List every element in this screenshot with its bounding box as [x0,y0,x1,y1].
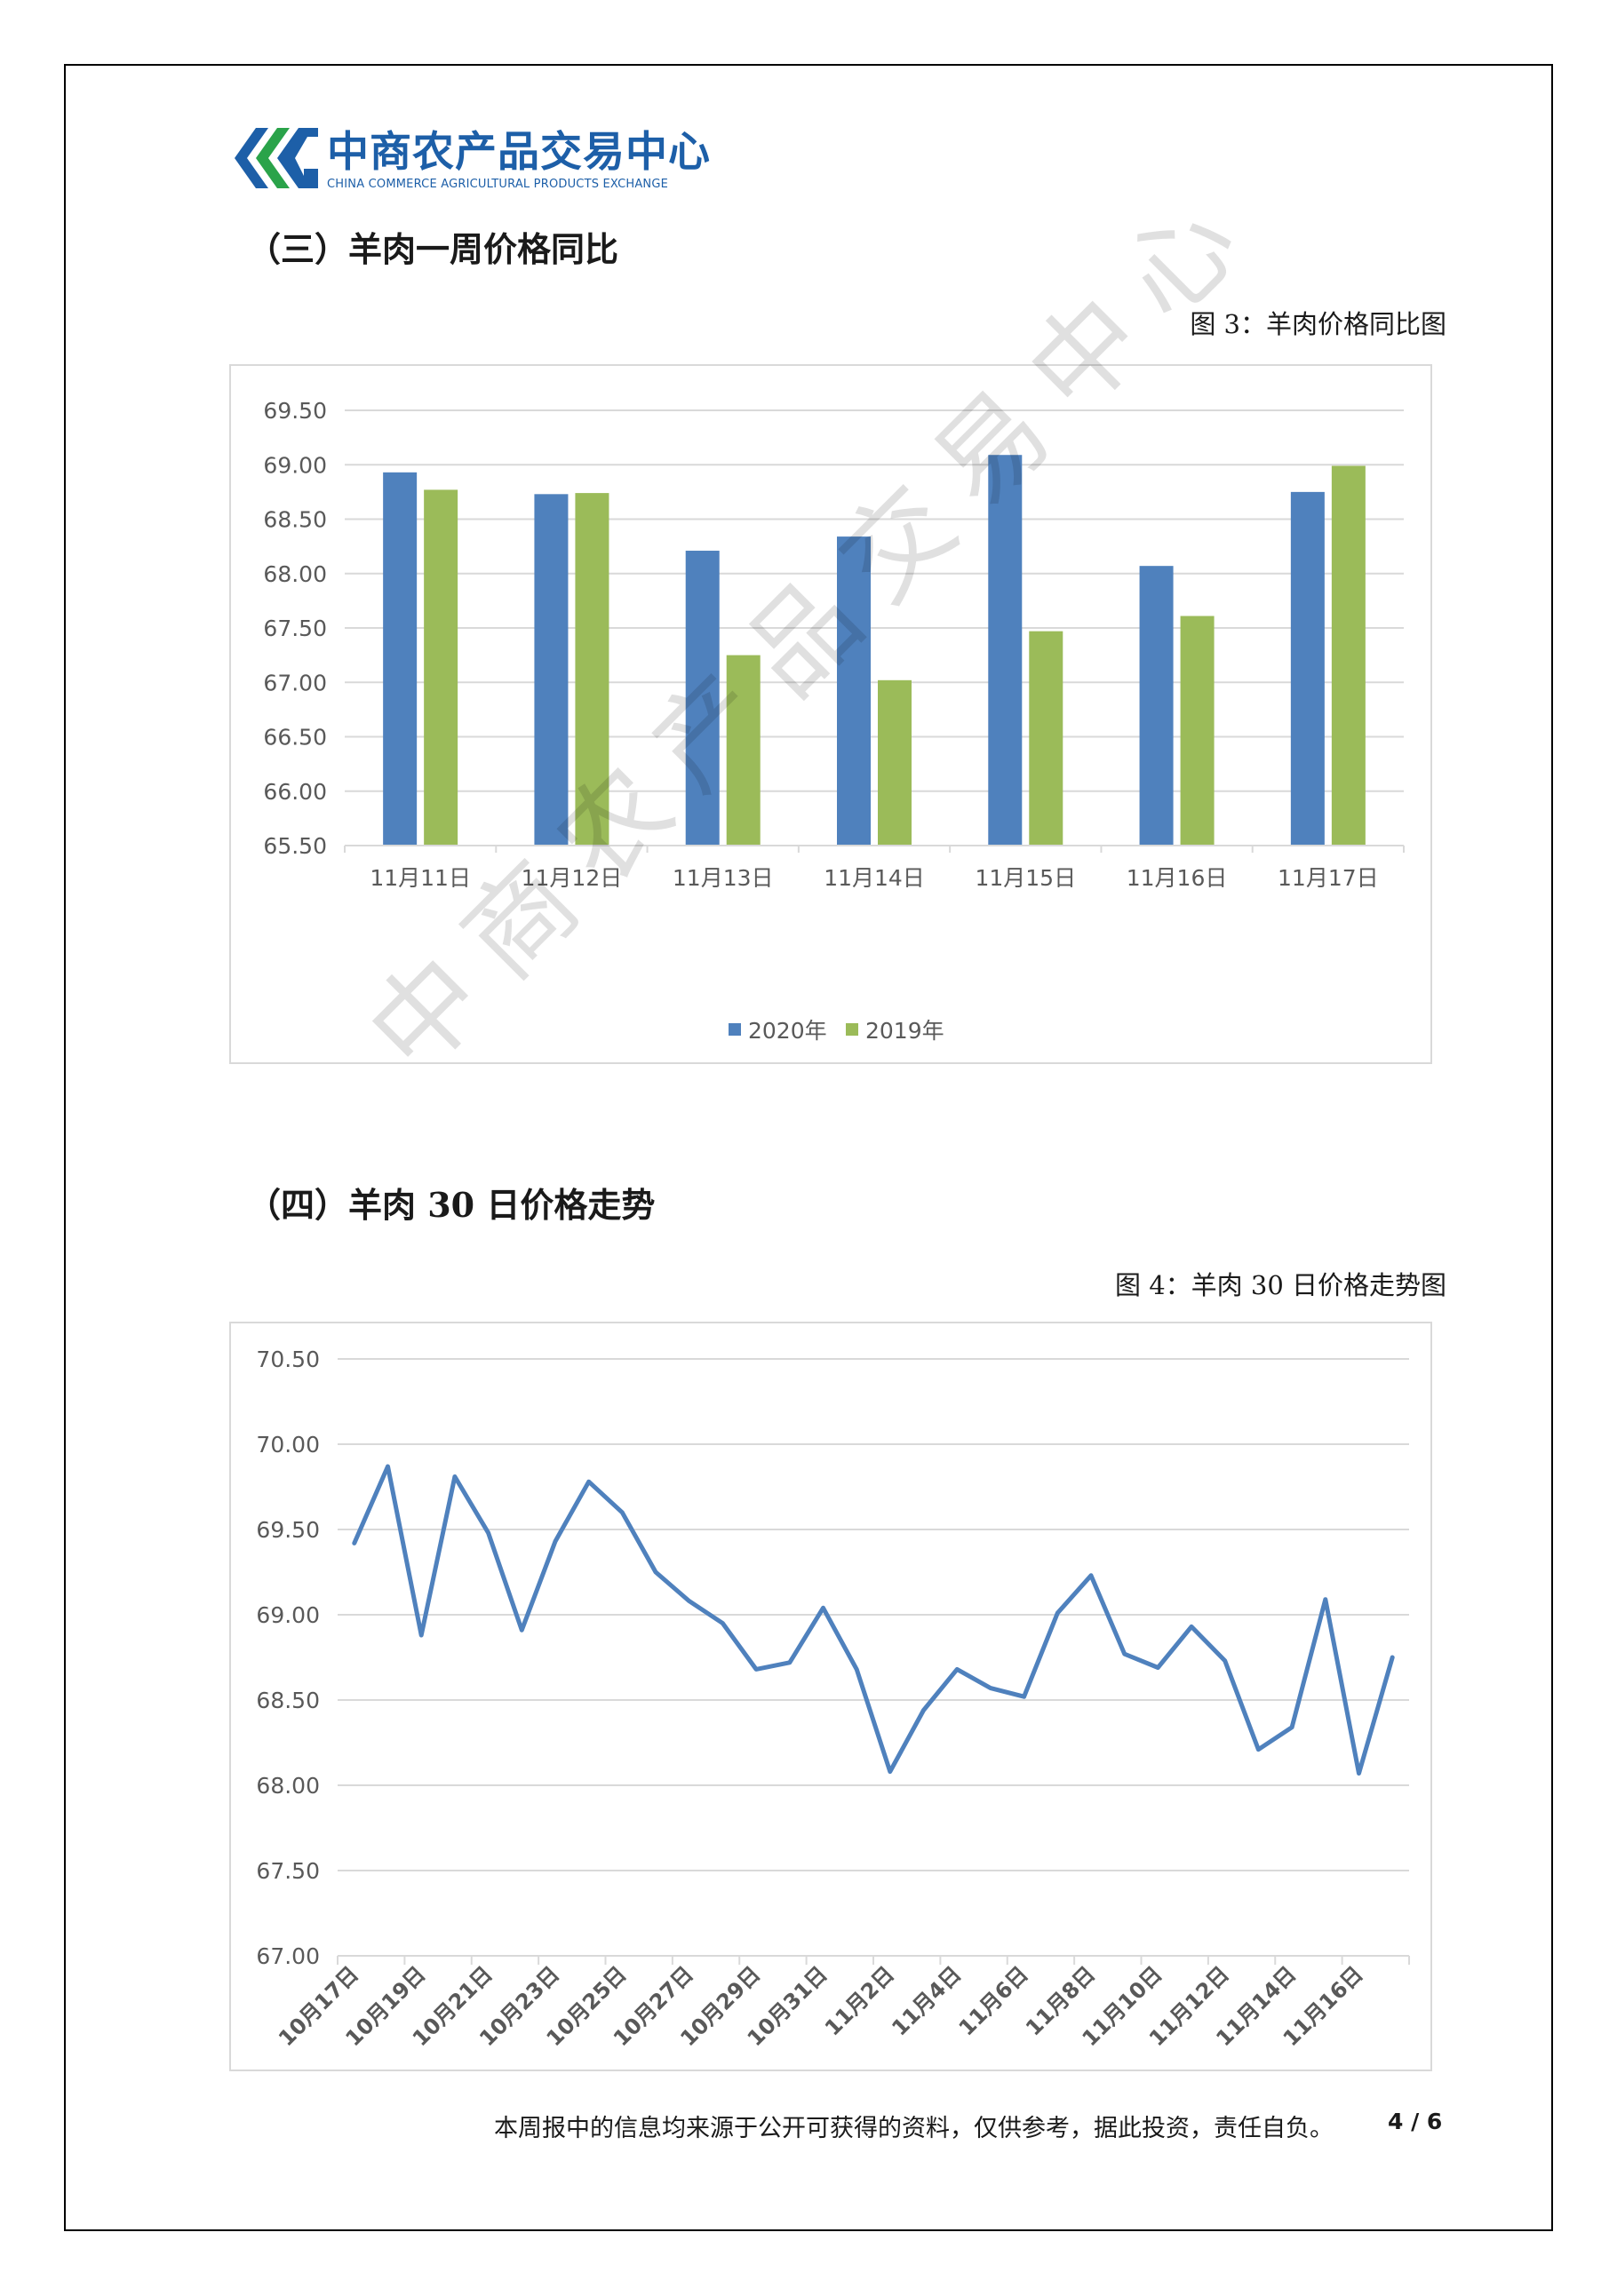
bar-y-tick-label: 67.00 [263,670,327,695]
bar-2019年-11月16日 [1180,616,1215,846]
bar-chart: 65.50 66.00 66.50 67.00 67.50 68.00 68.50 69.00… [263,398,1405,1044]
bar-2020年-11月12日 [534,494,569,846]
bar-y-tick-label: 69.00 [263,452,327,478]
bar-x-tick-label: 11月11日 [370,865,471,891]
line-y-tick-label: 70.00 [256,1432,320,1458]
line-y-tick-label: 70.50 [256,1347,320,1372]
line-x-tick-label: 11月4日 [887,1961,966,2040]
line-y-tick-label: 69.50 [256,1517,320,1543]
section3-caption: 图 3：羊肉价格同比图 [1190,309,1446,339]
line-y-tick-label: 68.00 [256,1773,320,1799]
bar-2020年-11月15日 [988,455,1023,846]
logo-chinese-name: 中商农产品交易中心 [327,128,711,177]
bar-x-tick-label: 11月13日 [673,865,774,891]
bar-x-tick-label: 11月14日 [824,865,925,891]
bar-x-tick-label: 11月16日 [1127,865,1228,891]
bar-2019年-11月14日 [878,679,912,846]
bar-2020年-11月17日 [1290,491,1325,846]
bar-2020年-11月11日 [383,472,418,846]
line-chart-box: 67.00 67.50 68.00 68.50 69.00 69.50 70.00 70.50… [229,1322,1432,2071]
bar-y-tick-label: 68.50 [263,507,327,533]
logo: 中商农产品交易中心 CHINA COMMERCE AGRICULTURAL PR… [233,115,710,204]
bar-2019年-11月15日 [1029,631,1063,846]
bar-2020年-11月16日 [1139,566,1174,846]
section3-title: （三）羊肉一周价格同比 [247,229,619,269]
bar-chart-box: 65.50 66.00 66.50 67.00 67.50 68.00 68.50 69.00… [229,364,1432,1064]
section4-title: （四）羊肉 30 日价格走势 [247,1185,656,1225]
bar-y-tick-label: 66.50 [263,725,327,751]
logo-english-name: CHINA COMMERCE AGRICULTURAL PRODUCTS EXC… [327,178,669,191]
price-line-series [352,1464,1395,1776]
line-y-tick-label: 69.00 [256,1602,320,1628]
page-number: 4 / 6 [1388,2109,1443,2134]
footer-disclaimer: 本周报中的信息均来源于公开可获得的资料，仅供参考，据此投资，责任自负。 [494,2115,1334,2142]
bar-x-tick-label: 11月15日 [975,865,1076,891]
legend-label: 2019年 [865,1018,944,1044]
bar-2019年-11月12日 [575,493,609,846]
section4-caption: 图 4：羊肉 30 日价格走势图 [1114,1270,1446,1300]
bar-y-tick-label: 68.00 [263,561,327,587]
logo-mark-icon [235,128,318,188]
bar-x-tick-label: 11月17日 [1278,865,1379,891]
line-x-tick-label: 11月2日 [820,1961,899,2040]
bar-y-tick-label: 66.00 [263,779,327,805]
bar-2020年-11月13日 [685,551,720,846]
line-y-tick-label: 67.00 [256,1943,320,1969]
bar-y-tick-label: 69.50 [263,398,327,424]
legend-swatch-2020年 [729,1023,741,1036]
bar-y-tick-label: 67.50 [263,616,327,641]
legend-label: 2020年 [748,1018,827,1044]
bar-2019年-11月13日 [726,655,761,846]
line-y-tick-label: 67.50 [256,1858,320,1884]
line-chart: 67.00 67.50 68.00 68.50 69.00 69.50 70.00 70.50… [256,1347,1410,2051]
bar-x-tick-label: 11月12日 [522,865,623,891]
bar-y-tick-label: 65.50 [263,833,327,859]
legend-swatch-2019年 [846,1023,858,1036]
bar-2019年-11月17日 [1331,465,1366,846]
bar-2020年-11月14日 [837,536,871,846]
page-border [64,64,1553,2231]
line-y-tick-label: 68.50 [256,1688,320,1713]
line-x-tick-label: 11月6日 [954,1961,1033,2040]
bar-2019年-11月11日 [424,489,458,846]
